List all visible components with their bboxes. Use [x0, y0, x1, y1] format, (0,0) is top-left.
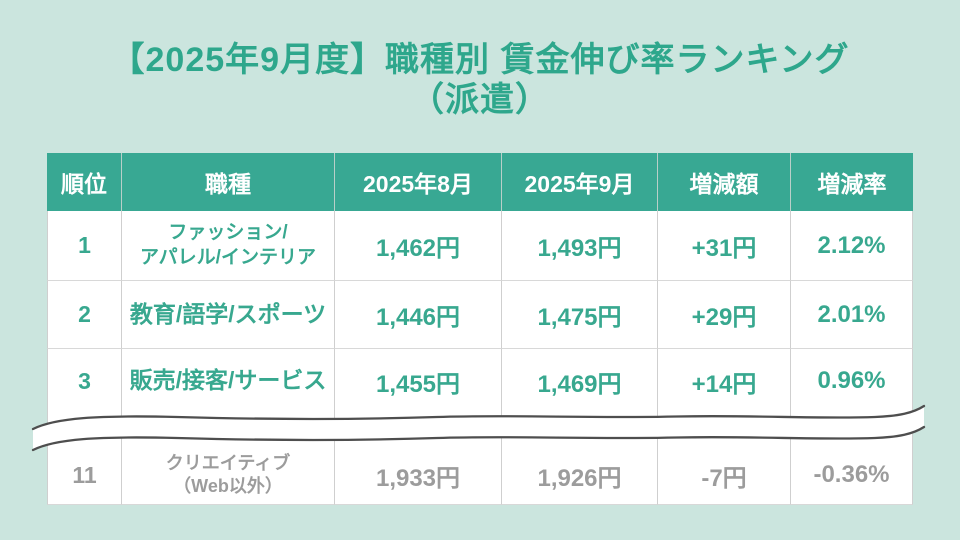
- change-amount: -7円: [658, 446, 791, 505]
- ranking-table: 順位 職種 2025年8月 2025年9月 増減額 増減率 1 ファッション/ …: [31, 153, 926, 505]
- change-amount: +31円: [658, 211, 791, 281]
- wage-august: 1,462円: [335, 211, 502, 281]
- column-header-job: 職種: [122, 153, 335, 211]
- table-row-rank-1: 1 ファッション/ アパレル/インテリア 1,462円 1,493円 +31円 …: [47, 211, 913, 281]
- rank-value: 2: [47, 281, 122, 349]
- table-omitted-rows-break: [31, 404, 926, 452]
- wage-september: 1,469円: [502, 349, 658, 413]
- column-header-rank: 順位: [47, 153, 122, 211]
- wage-august: 1,446円: [335, 281, 502, 349]
- wage-august: 1,933円: [335, 446, 502, 505]
- column-header-change-amount: 増減額: [658, 153, 791, 211]
- table-row-rank-2: 2 教育/語学/スポーツ 1,446円 1,475円 +29円 2.01%: [47, 281, 913, 349]
- job-name: クリエイティブ （Web以外）: [122, 446, 335, 505]
- wage-september: 1,493円: [502, 211, 658, 281]
- change-rate: -0.36%: [791, 446, 913, 505]
- wage-august: 1,455円: [335, 349, 502, 413]
- change-amount: +14円: [658, 349, 791, 413]
- change-rate: 2.12%: [791, 211, 913, 281]
- column-header-august: 2025年8月: [335, 153, 502, 211]
- change-rate: 2.01%: [791, 281, 913, 349]
- wage-september: 1,926円: [502, 446, 658, 505]
- page-title-line2: （派遣）: [410, 81, 550, 119]
- table-row-rank-3: 3 販売/接客/サービス 1,455円 1,469円 +14円 0.96%: [47, 349, 913, 413]
- column-header-september: 2025年9月: [502, 153, 658, 211]
- rank-value: 1: [47, 211, 122, 281]
- change-rate: 0.96%: [791, 349, 913, 413]
- page-title: 【2025年9月度】職種別 賃金伸び率ランキング （派遣）: [0, 40, 960, 120]
- table-row-rank-11: 11 クリエイティブ （Web以外） 1,933円 1,926円 -7円 -0.…: [47, 446, 913, 505]
- rank-value: 3: [47, 349, 122, 413]
- job-name: ファッション/ アパレル/インテリア: [122, 211, 335, 281]
- rank-value: 11: [47, 446, 122, 505]
- job-name: 販売/接客/サービス: [122, 349, 335, 413]
- change-amount: +29円: [658, 281, 791, 349]
- job-name: 教育/語学/スポーツ: [122, 281, 335, 349]
- column-header-change-rate: 増減率: [791, 153, 913, 211]
- wage-september: 1,475円: [502, 281, 658, 349]
- table-header-row: 順位 職種 2025年8月 2025年9月 増減額 増減率: [47, 153, 913, 211]
- page-title-line1: 【2025年9月度】職種別 賃金伸び率ランキング: [110, 41, 850, 79]
